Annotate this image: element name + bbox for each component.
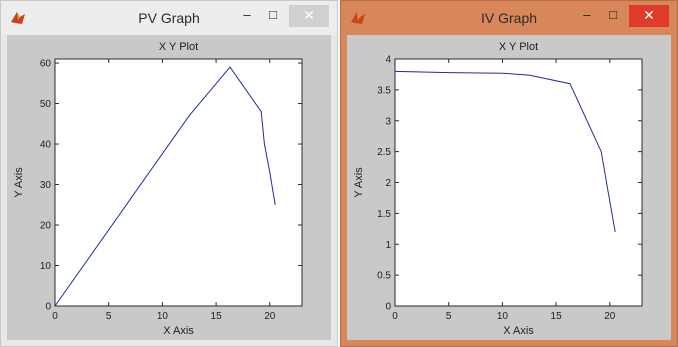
x-tick-label: 15 <box>211 311 223 322</box>
figure-area: X Y Plot 0 5 10 15 20 0 10 20 30 40 50 60 X Axis Y Axi… <box>7 35 331 340</box>
y-tick-label: 60 <box>40 59 52 70</box>
minimize-button[interactable]: – <box>583 7 591 22</box>
matlab-figure-icon <box>11 12 25 24</box>
plot-area <box>394 58 643 307</box>
y-axis-label: Y Axis <box>13 167 25 198</box>
y-tick-label: 1.5 <box>377 209 391 220</box>
x-tick-label: 10 <box>157 311 169 322</box>
plot-area <box>54 58 303 307</box>
x-tick-label: 15 <box>551 311 563 322</box>
pv-titlebar[interactable]: PV Graph – □ ✕ <box>1 1 337 35</box>
minimize-button[interactable]: – <box>243 7 251 22</box>
x-tick-label: 5 <box>106 311 112 322</box>
y-tick-label: 3 <box>385 116 391 127</box>
series-line <box>394 70 616 232</box>
y-tick-label: 0.5 <box>377 271 391 282</box>
y-tick-label: 10 <box>40 261 52 272</box>
plot-title: X Y Plot <box>159 41 198 53</box>
y-tick-label: 30 <box>40 180 52 191</box>
y-tick-label: 3.5 <box>377 85 391 96</box>
y-tick-label: 0 <box>45 302 51 313</box>
y-tick-label: 20 <box>40 221 52 232</box>
x-axis-label: X Axis <box>163 325 194 337</box>
matlab-figure-icon <box>351 12 365 24</box>
plot-title: X Y Plot <box>499 41 538 53</box>
iv-graph-window: IV Graph – □ ✕ X Y Plot 0 5 10 15 20 0 0.5 1 1.5 2… <box>340 0 678 347</box>
pv-chart: X Y Plot 0 5 10 15 20 0 10 20 30 40 50 60 X Axis Y Axi… <box>13 41 303 337</box>
y-tick-label: 2 <box>385 178 391 189</box>
y-tick-label: 1 <box>385 240 391 251</box>
x-tick-label: 5 <box>446 311 452 322</box>
x-axis-label: X Axis <box>503 325 534 337</box>
y-axis-label: Y Axis <box>353 167 365 198</box>
pv-graph-window: PV Graph – □ ✕ X Y Plot 0 5 10 15 20 0 10 20 30 40… <box>0 0 338 347</box>
figure-area: X Y Plot 0 5 10 15 20 0 0.5 1 1.5 2 2.5 3 3.5 4 X Axis Y… <box>347 35 671 340</box>
y-tick-label: 0 <box>385 302 391 313</box>
x-tick-label: 20 <box>604 311 616 322</box>
y-tick-label: 2.5 <box>377 147 391 158</box>
x-tick-label: 0 <box>52 311 58 322</box>
x-tick-label: 20 <box>264 311 276 322</box>
window-title: PV Graph <box>138 10 200 26</box>
close-button[interactable]: ✕ <box>629 5 669 27</box>
close-button[interactable]: ✕ <box>289 5 329 27</box>
maximize-button[interactable]: □ <box>269 7 277 22</box>
y-tick-label: 50 <box>40 99 52 110</box>
y-tick-label: 40 <box>40 140 52 151</box>
x-tick-label: 0 <box>392 311 398 322</box>
x-tick-label: 10 <box>497 311 509 322</box>
iv-chart: X Y Plot 0 5 10 15 20 0 0.5 1 1.5 2 2.5 3 3.5 4 X Axis Y… <box>353 41 643 337</box>
y-tick-label: 4 <box>385 55 391 66</box>
series-line <box>54 66 276 307</box>
window-title: IV Graph <box>480 10 538 26</box>
maximize-button[interactable]: □ <box>609 7 617 22</box>
iv-titlebar[interactable]: IV Graph – □ ✕ <box>341 1 677 35</box>
